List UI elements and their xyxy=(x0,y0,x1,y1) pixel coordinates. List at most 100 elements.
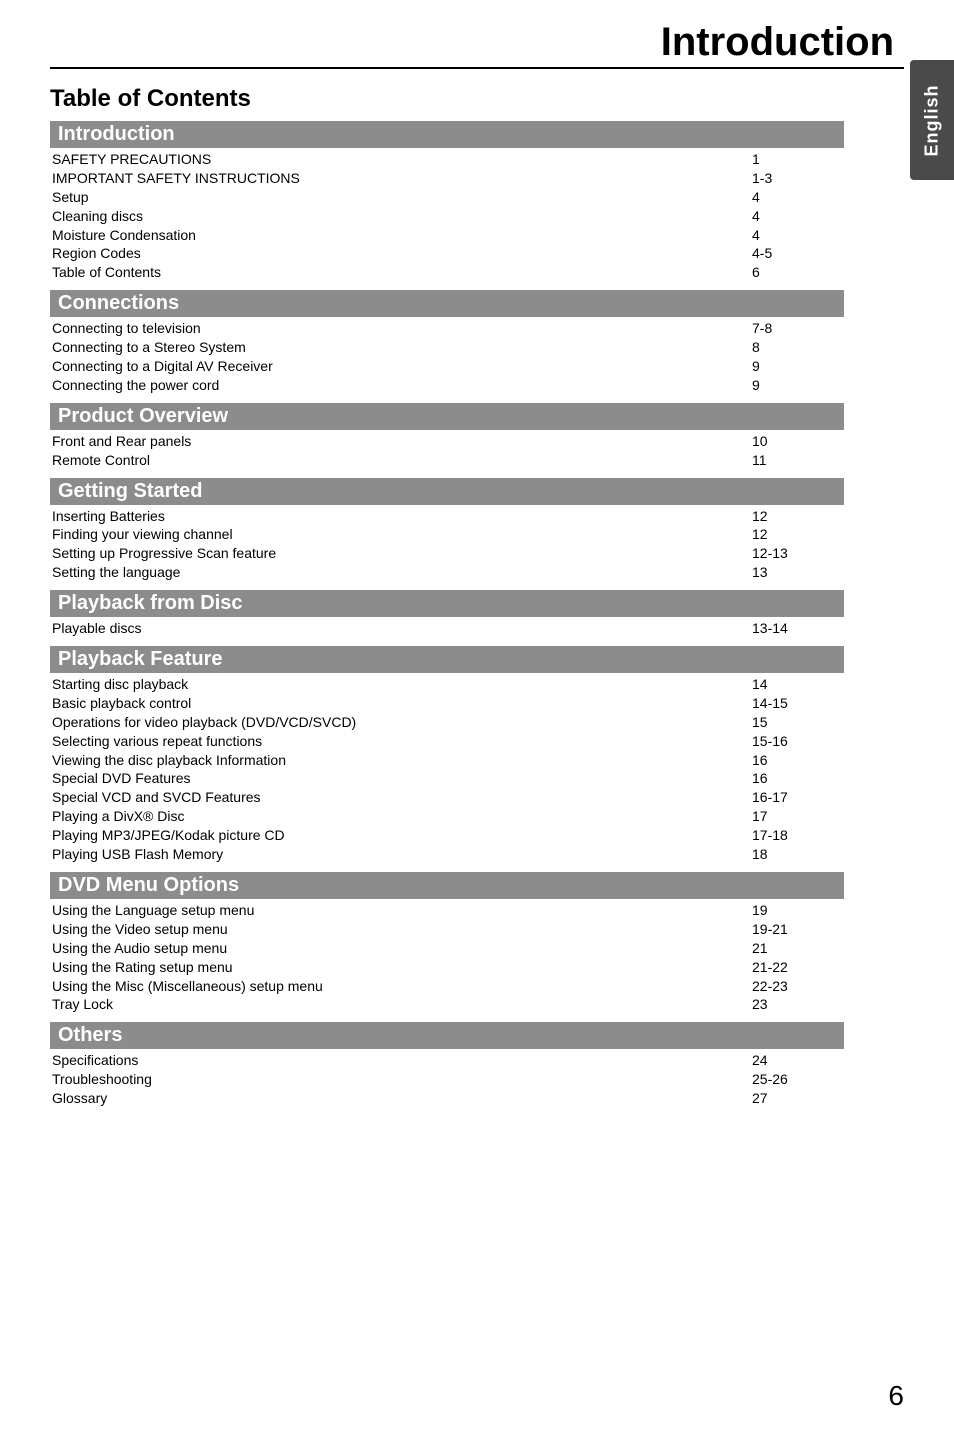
toc-row: Using the Language setup menu19 xyxy=(50,901,844,920)
toc-page: 4 xyxy=(752,207,842,226)
toc-page: 25-26 xyxy=(752,1070,842,1089)
top-bar: Introduction xyxy=(50,20,904,65)
toc-page: 6 xyxy=(752,263,842,282)
section-heading: Connections xyxy=(50,290,844,317)
toc-row: Connecting to television7-8 xyxy=(50,319,844,338)
toc-label: Using the Misc (Miscellaneous) setup men… xyxy=(52,977,752,996)
toc-page: 4-5 xyxy=(752,244,842,263)
toc-row: Specifications24 xyxy=(50,1051,844,1070)
toc-title: Table of Contents xyxy=(50,85,844,113)
toc-label: Tray Lock xyxy=(52,995,752,1014)
toc-page: 9 xyxy=(752,376,842,395)
toc-row: Setting the language13 xyxy=(50,563,844,582)
toc-row: Tray Lock23 xyxy=(50,995,844,1014)
toc-row: Playing USB Flash Memory18 xyxy=(50,845,844,864)
toc-row: Finding your viewing channel12 xyxy=(50,525,844,544)
toc-label: Using the Language setup menu xyxy=(52,901,752,920)
toc-page: 9 xyxy=(752,357,842,376)
toc-page: 23 xyxy=(752,995,842,1014)
toc-label: Operations for video playback (DVD/VCD/S… xyxy=(52,713,752,732)
header-rule xyxy=(50,67,904,69)
toc-page: 19-21 xyxy=(752,920,842,939)
toc-page: 16-17 xyxy=(752,788,842,807)
toc-page: 4 xyxy=(752,226,842,245)
toc-label: Glossary xyxy=(52,1089,752,1108)
toc-page: 4 xyxy=(752,188,842,207)
toc-label: Connecting to a Stereo System xyxy=(52,338,752,357)
toc-row: Using the Misc (Miscellaneous) setup men… xyxy=(50,977,844,996)
toc-page: 21-22 xyxy=(752,958,842,977)
toc-page: 11 xyxy=(752,451,842,470)
section-heading: DVD Menu Options xyxy=(50,872,844,899)
toc-page: 12-13 xyxy=(752,544,842,563)
toc-label: Moisture Condensation xyxy=(52,226,752,245)
section-heading: Introduction xyxy=(50,121,844,148)
toc-label: Viewing the disc playback Information xyxy=(52,751,752,770)
toc-row: Playing a DivX® Disc17 xyxy=(50,807,844,826)
toc-label: Starting disc playback xyxy=(52,675,752,694)
toc-label: Table of Contents xyxy=(52,263,752,282)
toc-label: IMPORTANT SAFETY INSTRUCTIONS xyxy=(52,169,752,188)
toc-label: Region Codes xyxy=(52,244,752,263)
toc-page: 17-18 xyxy=(752,826,842,845)
toc-label: Playing a DivX® Disc xyxy=(52,807,752,826)
toc-page: 22-23 xyxy=(752,977,842,996)
toc-page: 15-16 xyxy=(752,732,842,751)
toc-row: Table of Contents6 xyxy=(50,263,844,282)
toc-label: Specifications xyxy=(52,1051,752,1070)
toc-page: 15 xyxy=(752,713,842,732)
toc-row: Front and Rear panels10 xyxy=(50,432,844,451)
toc-row: Connecting the power cord9 xyxy=(50,376,844,395)
page-number: 6 xyxy=(888,1380,904,1412)
toc-page: 12 xyxy=(752,525,842,544)
toc-row: Region Codes4-5 xyxy=(50,244,844,263)
section-heading: Getting Started xyxy=(50,478,844,505)
toc-row: Playable discs13-14 xyxy=(50,619,844,638)
toc-row: Setup4 xyxy=(50,188,844,207)
toc-page: 12 xyxy=(752,507,842,526)
table-of-contents: Introduction SAFETY PRECAUTIONS1IMPORTANT… xyxy=(50,121,844,1108)
toc-page: 18 xyxy=(752,845,842,864)
toc-label: Basic playback control xyxy=(52,694,752,713)
toc-row: Playing MP3/JPEG/Kodak picture CD17-18 xyxy=(50,826,844,845)
page: Introduction English Table of Contents I… xyxy=(0,0,954,1432)
toc-label: Setting up Progressive Scan feature xyxy=(52,544,752,563)
toc-label: Setting the language xyxy=(52,563,752,582)
toc-label: Finding your viewing channel xyxy=(52,525,752,544)
toc-row: Starting disc playback14 xyxy=(50,675,844,694)
chapter-title: Introduction xyxy=(661,20,904,65)
toc-page: 1 xyxy=(752,150,842,169)
toc-page: 24 xyxy=(752,1051,842,1070)
toc-row: Remote Control11 xyxy=(50,451,844,470)
toc-page: 16 xyxy=(752,751,842,770)
side-tab-label: English xyxy=(922,84,943,156)
toc-label: Troubleshooting xyxy=(52,1070,752,1089)
toc-row: Using the Audio setup menu21 xyxy=(50,939,844,958)
toc-page: 1-3 xyxy=(752,169,842,188)
toc-page: 10 xyxy=(752,432,842,451)
section-heading: Product Overview xyxy=(50,403,844,430)
toc-label: Cleaning discs xyxy=(52,207,752,226)
toc-page: 21 xyxy=(752,939,842,958)
section-heading: Others xyxy=(50,1022,844,1049)
toc-row: IMPORTANT SAFETY INSTRUCTIONS1-3 xyxy=(50,169,844,188)
language-side-tab: English xyxy=(910,60,954,180)
toc-row: Glossary27 xyxy=(50,1089,844,1108)
toc-row: SAFETY PRECAUTIONS1 xyxy=(50,150,844,169)
toc-page: 14 xyxy=(752,675,842,694)
toc-label: Connecting the power cord xyxy=(52,376,752,395)
toc-row: Operations for video playback (DVD/VCD/S… xyxy=(50,713,844,732)
section-heading: Playback Feature xyxy=(50,646,844,673)
toc-label: SAFETY PRECAUTIONS xyxy=(52,150,752,169)
toc-page: 27 xyxy=(752,1089,842,1108)
toc-label: Using the Rating setup menu xyxy=(52,958,752,977)
toc-label: Remote Control xyxy=(52,451,752,470)
toc-page: 14-15 xyxy=(752,694,842,713)
toc-label: Using the Video setup menu xyxy=(52,920,752,939)
toc-label: Playable discs xyxy=(52,619,752,638)
toc-label: Front and Rear panels xyxy=(52,432,752,451)
toc-label: Connecting to television xyxy=(52,319,752,338)
toc-row: Setting up Progressive Scan feature12-13 xyxy=(50,544,844,563)
toc-page: 19 xyxy=(752,901,842,920)
toc-row: Selecting various repeat functions15-16 xyxy=(50,732,844,751)
